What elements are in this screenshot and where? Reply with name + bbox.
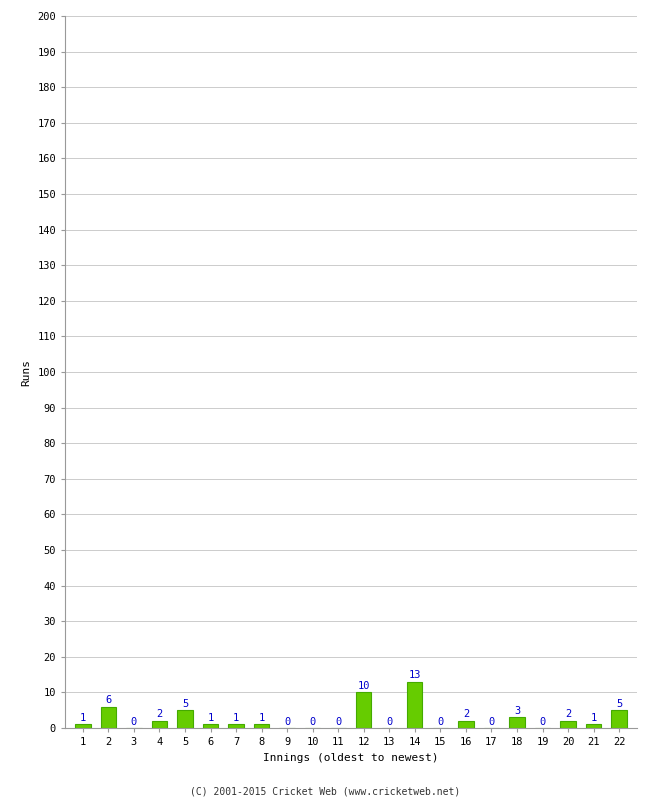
Text: 2: 2: [157, 710, 162, 719]
Text: 1: 1: [80, 713, 86, 723]
Bar: [560, 721, 576, 728]
Bar: [586, 725, 601, 728]
Text: 0: 0: [540, 717, 545, 726]
Bar: [510, 718, 525, 728]
Y-axis label: Runs: Runs: [21, 358, 32, 386]
Text: 1: 1: [590, 713, 597, 723]
Bar: [254, 725, 269, 728]
Bar: [75, 725, 90, 728]
Text: 0: 0: [488, 717, 495, 726]
Text: 3: 3: [514, 706, 520, 716]
Text: 0: 0: [437, 717, 443, 726]
Bar: [458, 721, 474, 728]
Bar: [407, 682, 422, 728]
Text: 1: 1: [259, 713, 265, 723]
Text: 2: 2: [463, 710, 469, 719]
Bar: [203, 725, 218, 728]
Text: 5: 5: [182, 698, 188, 709]
Text: 5: 5: [616, 698, 622, 709]
Text: 1: 1: [233, 713, 239, 723]
Text: 0: 0: [335, 717, 341, 726]
Bar: [152, 721, 167, 728]
Text: (C) 2001-2015 Cricket Web (www.cricketweb.net): (C) 2001-2015 Cricket Web (www.cricketwe…: [190, 786, 460, 796]
Text: 0: 0: [284, 717, 291, 726]
Text: 1: 1: [207, 713, 214, 723]
X-axis label: Innings (oldest to newest): Innings (oldest to newest): [263, 753, 439, 762]
Bar: [177, 710, 192, 728]
Text: 0: 0: [309, 717, 316, 726]
Text: 13: 13: [409, 670, 421, 680]
Bar: [101, 706, 116, 728]
Text: 0: 0: [386, 717, 393, 726]
Bar: [356, 693, 371, 728]
Text: 6: 6: [105, 695, 112, 706]
Text: 2: 2: [565, 710, 571, 719]
Bar: [228, 725, 244, 728]
Text: 0: 0: [131, 717, 137, 726]
Text: 10: 10: [358, 681, 370, 691]
Bar: [612, 710, 627, 728]
